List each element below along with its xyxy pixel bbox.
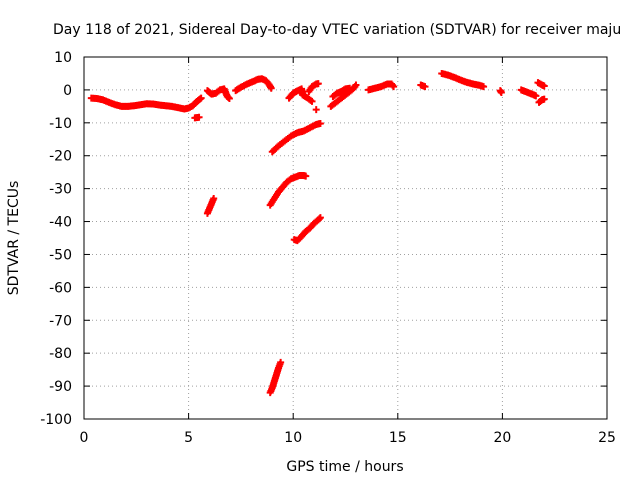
data-point [389, 81, 397, 89]
y-tick-label: -80 [49, 346, 72, 362]
data-point [497, 89, 505, 97]
data-point [225, 94, 233, 102]
data-point [312, 106, 320, 114]
data-point [480, 83, 488, 91]
y-axis-label: SDTVAR / TECUs [6, 181, 22, 296]
x-tick-label: 20 [493, 430, 511, 446]
axis-ticks: 0 5 10 15 20 25 10 0 -10 -20 -30 -40 -50 -60 -70 -80 -90… [40, 50, 616, 446]
data-point [302, 172, 310, 180]
data-point [197, 94, 205, 102]
y-tick-label: -60 [49, 280, 72, 296]
x-tick-label: 0 [80, 430, 89, 446]
grid-lines [84, 57, 607, 419]
y-tick-label: 10 [54, 50, 72, 66]
data-point [352, 81, 360, 89]
plot-frame [83, 56, 608, 420]
data-point [532, 92, 540, 100]
y-tick-label: -70 [49, 313, 72, 329]
x-tick-label: 5 [184, 430, 193, 446]
y-tick-label: 0 [63, 83, 72, 99]
data-point [346, 84, 354, 92]
data-point [540, 82, 548, 90]
data-point [308, 97, 316, 105]
data-point [267, 84, 275, 92]
y-tick-label: -20 [49, 149, 72, 165]
x-tick-label: 25 [598, 430, 616, 446]
y-tick-label: -10 [49, 116, 72, 132]
data-point [315, 215, 323, 223]
data-point [540, 95, 548, 103]
chart-title: Day 118 of 2021, Sidereal Day-to-day VTE… [53, 22, 621, 38]
data-point [316, 119, 324, 127]
data-point [314, 80, 322, 88]
x-tick-label: 10 [284, 430, 302, 446]
data-point [277, 358, 285, 366]
y-tick-label: -100 [40, 412, 72, 428]
data-point [390, 83, 398, 91]
x-axis-label: GPS time / hours [286, 459, 403, 475]
data-point [210, 195, 218, 203]
x-tick-label: 15 [389, 430, 407, 446]
y-tick-label: -40 [49, 215, 72, 231]
y-tick-label: -50 [49, 247, 72, 263]
data-point [316, 214, 324, 222]
y-tick-label: -30 [49, 182, 72, 198]
data-point [421, 83, 429, 91]
y-tick-label: -90 [49, 379, 72, 395]
data-points [87, 69, 548, 397]
data-point [195, 113, 203, 121]
